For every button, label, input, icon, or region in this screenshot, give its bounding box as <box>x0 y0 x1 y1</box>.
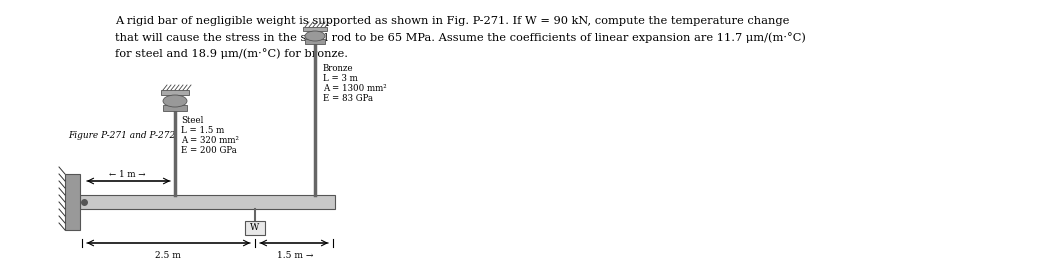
Text: A = 1300 mm²: A = 1300 mm² <box>323 84 386 93</box>
Text: A rigid bar of negligible weight is supported as shown in Fig. P-271. If W = 90 : A rigid bar of negligible weight is supp… <box>115 16 790 26</box>
Text: A = 320 mm²: A = 320 mm² <box>181 136 239 145</box>
Text: 1.5 m →: 1.5 m → <box>277 251 314 260</box>
Bar <box>163 105 187 111</box>
Bar <box>305 39 325 44</box>
Text: Bronze: Bronze <box>323 64 354 73</box>
Bar <box>80 195 335 209</box>
Text: for steel and 18.9 μm/(m·°C) for bronze.: for steel and 18.9 μm/(m·°C) for bronze. <box>115 48 348 59</box>
Text: 2.5 m: 2.5 m <box>154 251 181 260</box>
Text: that will cause the stress in the steel rod to be 65 MPa. Assume the coefficient: that will cause the stress in the steel … <box>115 32 806 43</box>
Bar <box>65 174 80 230</box>
Bar <box>303 27 327 31</box>
Text: L = 3 m: L = 3 m <box>323 74 358 83</box>
Bar <box>245 221 265 235</box>
Text: E = 83 GPa: E = 83 GPa <box>323 94 373 103</box>
Text: Steel: Steel <box>181 116 204 125</box>
Text: L = 1.5 m: L = 1.5 m <box>181 126 224 135</box>
Ellipse shape <box>305 31 325 41</box>
Text: W: W <box>250 224 260 233</box>
Text: E = 200 GPa: E = 200 GPa <box>181 146 237 155</box>
Bar <box>161 90 189 95</box>
Text: Figure P-271 and P-272: Figure P-271 and P-272 <box>68 131 175 140</box>
Text: ← 1 m →: ← 1 m → <box>109 170 146 179</box>
Ellipse shape <box>163 95 187 107</box>
